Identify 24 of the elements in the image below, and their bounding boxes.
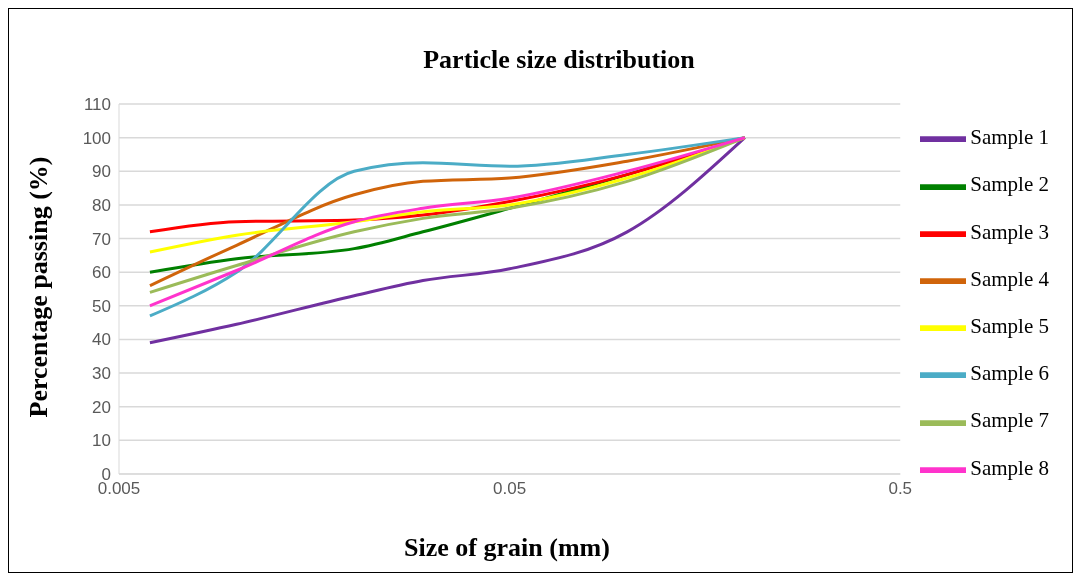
chart-title: Particle size distribution [422,45,696,75]
legend-label: Sample 2 [970,172,1049,197]
legend-label: Sample 1 [970,125,1049,150]
y-tick-label: 10 [92,431,111,451]
y-axis-title: Percentage passing (%) [24,156,54,417]
y-tick-label: 90 [92,162,111,182]
y-tick-label: 80 [92,195,111,215]
x-tick-label: 0.5 [888,479,913,499]
legend-label: Sample 4 [970,266,1049,291]
y-tick-label: 20 [92,397,111,417]
y-tick-label: 110 [83,95,111,115]
legend-label: Sample 8 [970,455,1049,480]
y-tick-label: 70 [92,229,111,249]
legend-label: Sample 3 [970,219,1049,244]
y-tick-label: 50 [92,296,111,316]
y-tick-label: 40 [92,330,111,350]
x-tick-label: 0.05 [493,479,527,499]
legend-label: Sample 6 [970,361,1049,386]
y-tick-label: 60 [92,263,111,283]
legend-label: Sample 5 [970,314,1049,338]
legend-label: Sample 7 [970,408,1049,433]
y-tick-label: 100 [82,128,111,148]
y-tick-label: 30 [92,364,111,384]
x-axis-title: Size of grain (mm) [403,533,611,563]
